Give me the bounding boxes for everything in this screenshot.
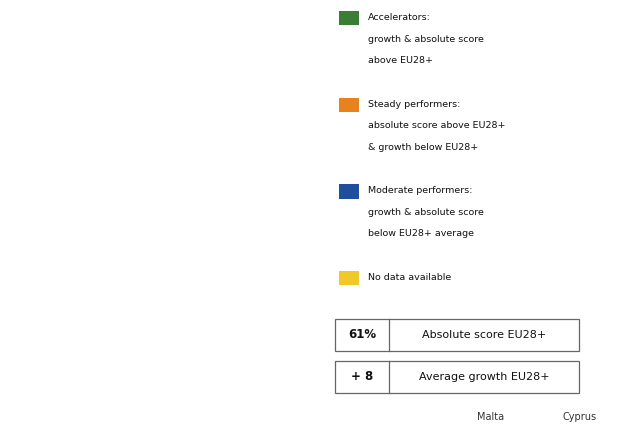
Text: below EU28+ average: below EU28+ average	[368, 229, 474, 238]
Text: No data available: No data available	[368, 273, 452, 282]
Text: Accelerators:: Accelerators:	[368, 13, 431, 22]
Text: Cyprus: Cyprus	[562, 413, 596, 422]
Text: absolute score above EU28+: absolute score above EU28+	[368, 122, 506, 131]
Text: + 8: + 8	[351, 371, 373, 384]
Text: Moderate performers:: Moderate performers:	[368, 186, 473, 195]
Text: growth & absolute score: growth & absolute score	[368, 35, 484, 44]
Text: Malta: Malta	[477, 413, 504, 422]
Text: above EU28+: above EU28+	[368, 56, 434, 65]
Text: & growth below EU28+: & growth below EU28+	[368, 143, 479, 152]
Text: Average growth EU28+: Average growth EU28+	[419, 372, 549, 382]
Text: growth & absolute score: growth & absolute score	[368, 208, 484, 217]
Text: Steady performers:: Steady performers:	[368, 100, 461, 109]
Text: Absolute score EU28+: Absolute score EU28+	[422, 330, 546, 340]
Text: 61%: 61%	[348, 329, 377, 342]
